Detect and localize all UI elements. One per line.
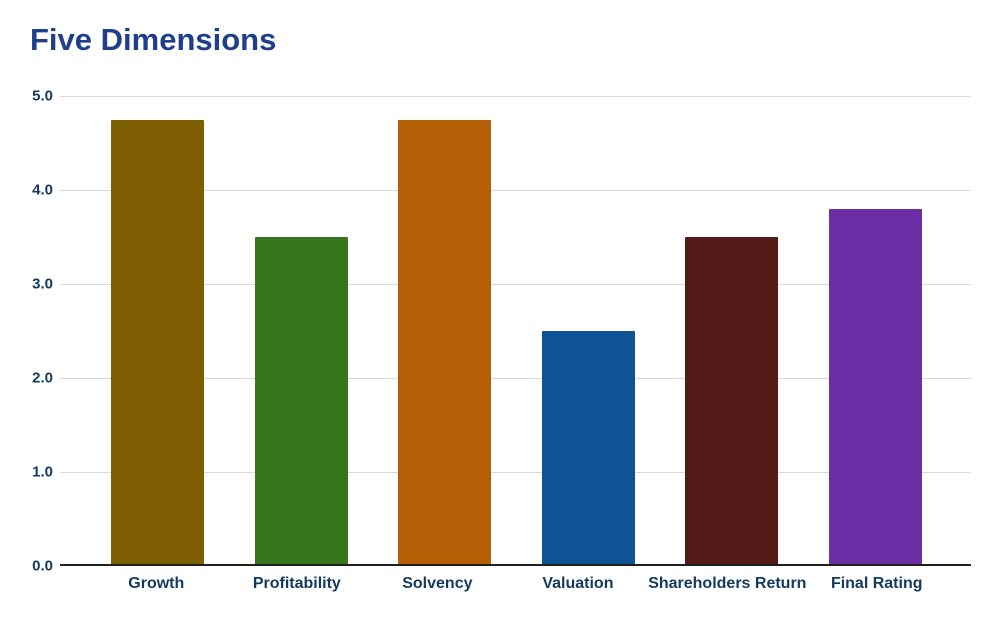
bar-profitability (254, 237, 348, 566)
bar-solvency (398, 119, 492, 566)
y-tick-label: 0.0 (32, 557, 53, 575)
x-tick-label: Profitability (252, 575, 341, 592)
gridline (60, 95, 971, 97)
chart-title: Five Dimensions (30, 22, 277, 57)
y-tick-label: 3.0 (32, 275, 53, 293)
y-tick-label: 4.0 (32, 181, 53, 199)
y-tick-label: 2.0 (32, 369, 53, 387)
x-axis-labels: Growth Profitability Solvency Valuation Shar… (86, 575, 947, 593)
gridline (60, 283, 971, 285)
x-tick-label: Solvency (402, 575, 473, 592)
bars-row (86, 96, 947, 566)
plot-area: 5.0 4.0 3.0 2.0 1.0 0.0 Growth Profitability So… (32, 88, 971, 592)
x-tick-label: Shareholders Return (648, 575, 807, 592)
x-tick-label: Final Rating (830, 575, 923, 592)
y-tick-label: 1.0 (32, 463, 53, 481)
x-tick-label: Growth (128, 575, 185, 592)
bar-column (660, 96, 804, 566)
bar-column (804, 96, 948, 566)
x-tick-label: Valuation (542, 575, 614, 592)
bar-column (517, 96, 661, 566)
bar-column (86, 96, 230, 566)
bar-shareholders-return (685, 237, 779, 566)
bar-column (373, 96, 517, 566)
y-tick-label: 5.0 (32, 87, 53, 105)
bar-final-rating (828, 208, 922, 566)
gridline (60, 471, 971, 473)
bar-column (230, 96, 374, 566)
gridline (60, 189, 971, 191)
gridline (60, 377, 971, 379)
bar-valuation (541, 331, 635, 566)
x-axis-baseline (60, 564, 971, 566)
bar-growth (111, 119, 205, 566)
